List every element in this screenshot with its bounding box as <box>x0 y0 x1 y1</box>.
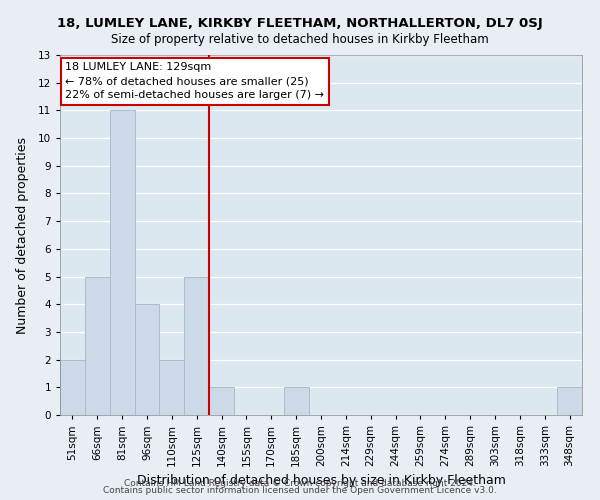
Text: Contains public sector information licensed under the Open Government Licence v3: Contains public sector information licen… <box>103 486 497 495</box>
X-axis label: Distribution of detached houses by size in Kirkby Fleetham: Distribution of detached houses by size … <box>137 474 505 488</box>
Text: Size of property relative to detached houses in Kirkby Fleetham: Size of property relative to detached ho… <box>111 32 489 46</box>
Bar <box>160 360 184 415</box>
Bar <box>134 304 160 415</box>
Bar <box>557 388 582 415</box>
Bar <box>284 388 308 415</box>
Text: 18, LUMLEY LANE, KIRKBY FLEETHAM, NORTHALLERTON, DL7 0SJ: 18, LUMLEY LANE, KIRKBY FLEETHAM, NORTHA… <box>57 18 543 30</box>
Y-axis label: Number of detached properties: Number of detached properties <box>16 136 29 334</box>
Bar <box>85 276 110 415</box>
Bar <box>110 110 134 415</box>
Bar <box>184 276 209 415</box>
Bar <box>209 388 234 415</box>
Text: 18 LUMLEY LANE: 129sqm
← 78% of detached houses are smaller (25)
22% of semi-det: 18 LUMLEY LANE: 129sqm ← 78% of detached… <box>65 62 324 100</box>
Bar <box>60 360 85 415</box>
Text: Contains HM Land Registry data © Crown copyright and database right 2024.: Contains HM Land Registry data © Crown c… <box>124 478 476 488</box>
